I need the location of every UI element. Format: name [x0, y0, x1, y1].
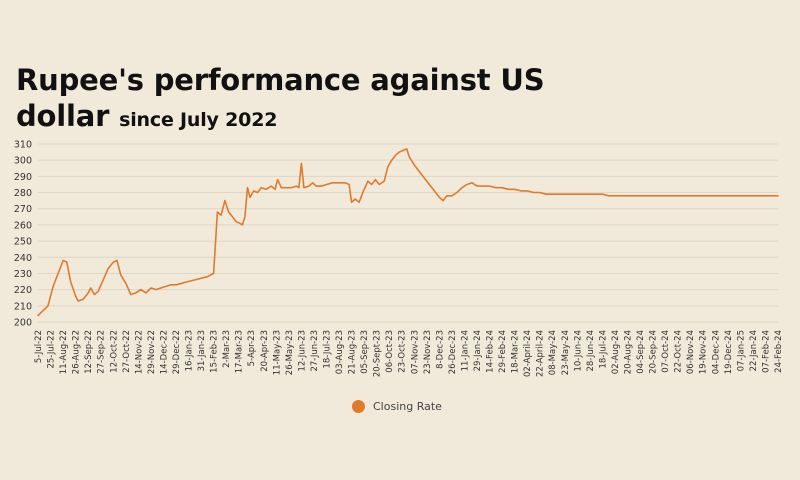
x-tick-label: 20-Aug-24	[623, 330, 633, 374]
y-tick-label: 280	[14, 188, 32, 199]
x-tick-label: 07-Jan-25	[736, 330, 746, 371]
x-tick-label: 26-May-23	[285, 330, 295, 375]
x-tick-label: 04-Sep-24	[636, 330, 646, 374]
y-tick-label: 250	[14, 237, 32, 248]
x-tick-label: 19-Nov-24	[699, 330, 709, 374]
x-tick-label: 11-May-23	[272, 330, 282, 375]
y-tick-label: 270	[14, 204, 32, 215]
title-line-1: Rupee's performance against US	[16, 63, 545, 97]
y-tick-label: 210	[14, 301, 32, 312]
x-tick-label: 07-Nov-23	[410, 330, 420, 374]
x-tick-label: 11-Jan-24	[460, 330, 470, 371]
x-tick-label: 21-Aug-23	[348, 330, 358, 374]
x-tick-label: 5-Jul-22	[34, 330, 44, 363]
y-tick-label: 220	[14, 285, 32, 296]
x-tick-label: 27-Oct-22	[122, 330, 132, 373]
x-tick-label: 02-April-24	[523, 330, 533, 377]
x-tick-label: 24-Feb-24	[774, 330, 784, 373]
x-tick-label: 12-Oct-22	[109, 330, 119, 373]
x-tick-label: 15-Feb-23	[210, 330, 220, 373]
x-tick-label: 29-Nov-22	[147, 330, 157, 374]
x-tick-label: 25-Jul-22	[47, 330, 57, 369]
title-word-dollar: dollar	[16, 99, 110, 133]
x-tick-label: 16-Jan-23	[185, 330, 195, 371]
x-tick-label: 2-Mar-23	[222, 330, 232, 368]
x-tick-label: 12-Sep-22	[84, 330, 94, 374]
x-tick-label: 23-Nov-23	[423, 330, 433, 374]
gridlines	[38, 143, 778, 323]
x-tick-label: 29-Feb-24	[498, 330, 508, 373]
chart-title: Rupee's performance against US dollar si…	[16, 62, 545, 138]
y-tick-label: 240	[14, 253, 32, 264]
x-tick-label: 28-Jun-24	[586, 330, 596, 372]
x-tick-label: 04-Dec-24	[711, 330, 721, 374]
x-tick-label: 10-Jun-24	[573, 330, 583, 372]
x-tick-label: 19-Dec-24	[724, 330, 734, 374]
y-tick-label: 230	[14, 269, 32, 280]
x-tick-label: 20-Sep-24	[649, 330, 659, 374]
legend-marker	[352, 400, 365, 413]
x-tick-label: 20-Sept-23	[373, 330, 383, 377]
x-axis-ticks: 5-Jul-22 25-Jul-22 11-Aug-22 26-Aug-22 12-Se…	[34, 330, 784, 377]
x-tick-label: 23-May-24	[561, 330, 571, 375]
x-tick-label: 23-Oct-23	[398, 330, 408, 373]
x-tick-label: 14-Nov-22	[134, 330, 144, 374]
x-tick-label: 29-Jan-24	[473, 330, 483, 371]
x-tick-label: 03-Aug-23	[335, 330, 345, 374]
x-tick-label: 07-Feb-24	[761, 330, 771, 373]
y-tick-label: 290	[14, 172, 32, 183]
x-tick-label: 08-May-24	[548, 330, 558, 375]
y-tick-label: 300	[14, 156, 32, 167]
series-line-closing-rate	[37, 148, 779, 317]
x-tick-label: 05-Sep-23	[360, 330, 370, 374]
x-tick-label: 17-Mar-23	[235, 330, 245, 373]
y-axis-ticks: 200 210 220 230 240 250 260 270 280 290 300 310	[14, 140, 32, 329]
x-tick-label: 18-Jul-23	[322, 330, 332, 369]
x-tick-label: 14-Feb-24	[486, 330, 496, 373]
x-tick-label: 12-Jun-23	[297, 330, 307, 372]
legend-label: Closing Rate	[373, 400, 442, 413]
x-tick-label: 8-Dec-23	[435, 330, 445, 369]
x-tick-label: 18-Mar-24	[511, 330, 521, 373]
x-tick-label: 18-Jul-24	[598, 330, 608, 369]
x-tick-label: 5-Apr-23	[247, 330, 257, 366]
x-tick-label: 26-Dec-23	[448, 330, 458, 374]
x-tick-label: 22-Oct-24	[674, 330, 684, 373]
x-tick-label: 29-Dec-22	[172, 330, 182, 374]
legend[interactable]: Closing Rate	[352, 400, 442, 413]
x-tick-label: 06-Nov-24	[686, 330, 696, 374]
y-tick-label: 200	[14, 318, 32, 329]
x-tick-label: 31-Jan-23	[197, 330, 207, 371]
x-tick-label: 27-Sep-22	[97, 330, 107, 374]
x-tick-label: 22-April-24	[536, 330, 546, 377]
x-tick-label: 11-Aug-22	[59, 330, 69, 374]
x-tick-label: 27-Jun-23	[310, 330, 320, 372]
title-suffix: since July 2022	[119, 109, 278, 131]
y-tick-label: 260	[14, 220, 32, 231]
title-line-2: dollar since July 2022	[16, 98, 544, 138]
x-tick-label: 26-Aug-22	[72, 330, 82, 374]
x-tick-label: 22-Jan-24	[749, 330, 759, 371]
x-tick-label: 07-Oct-24	[661, 330, 671, 373]
x-tick-label: 14-Dec-22	[159, 330, 169, 374]
y-tick-label: 310	[14, 140, 32, 151]
x-tick-label: 20-Apr-23	[260, 330, 270, 372]
x-tick-label: 06-Oct-23	[385, 330, 395, 373]
x-tick-label: 02-Aug-24	[611, 330, 621, 374]
